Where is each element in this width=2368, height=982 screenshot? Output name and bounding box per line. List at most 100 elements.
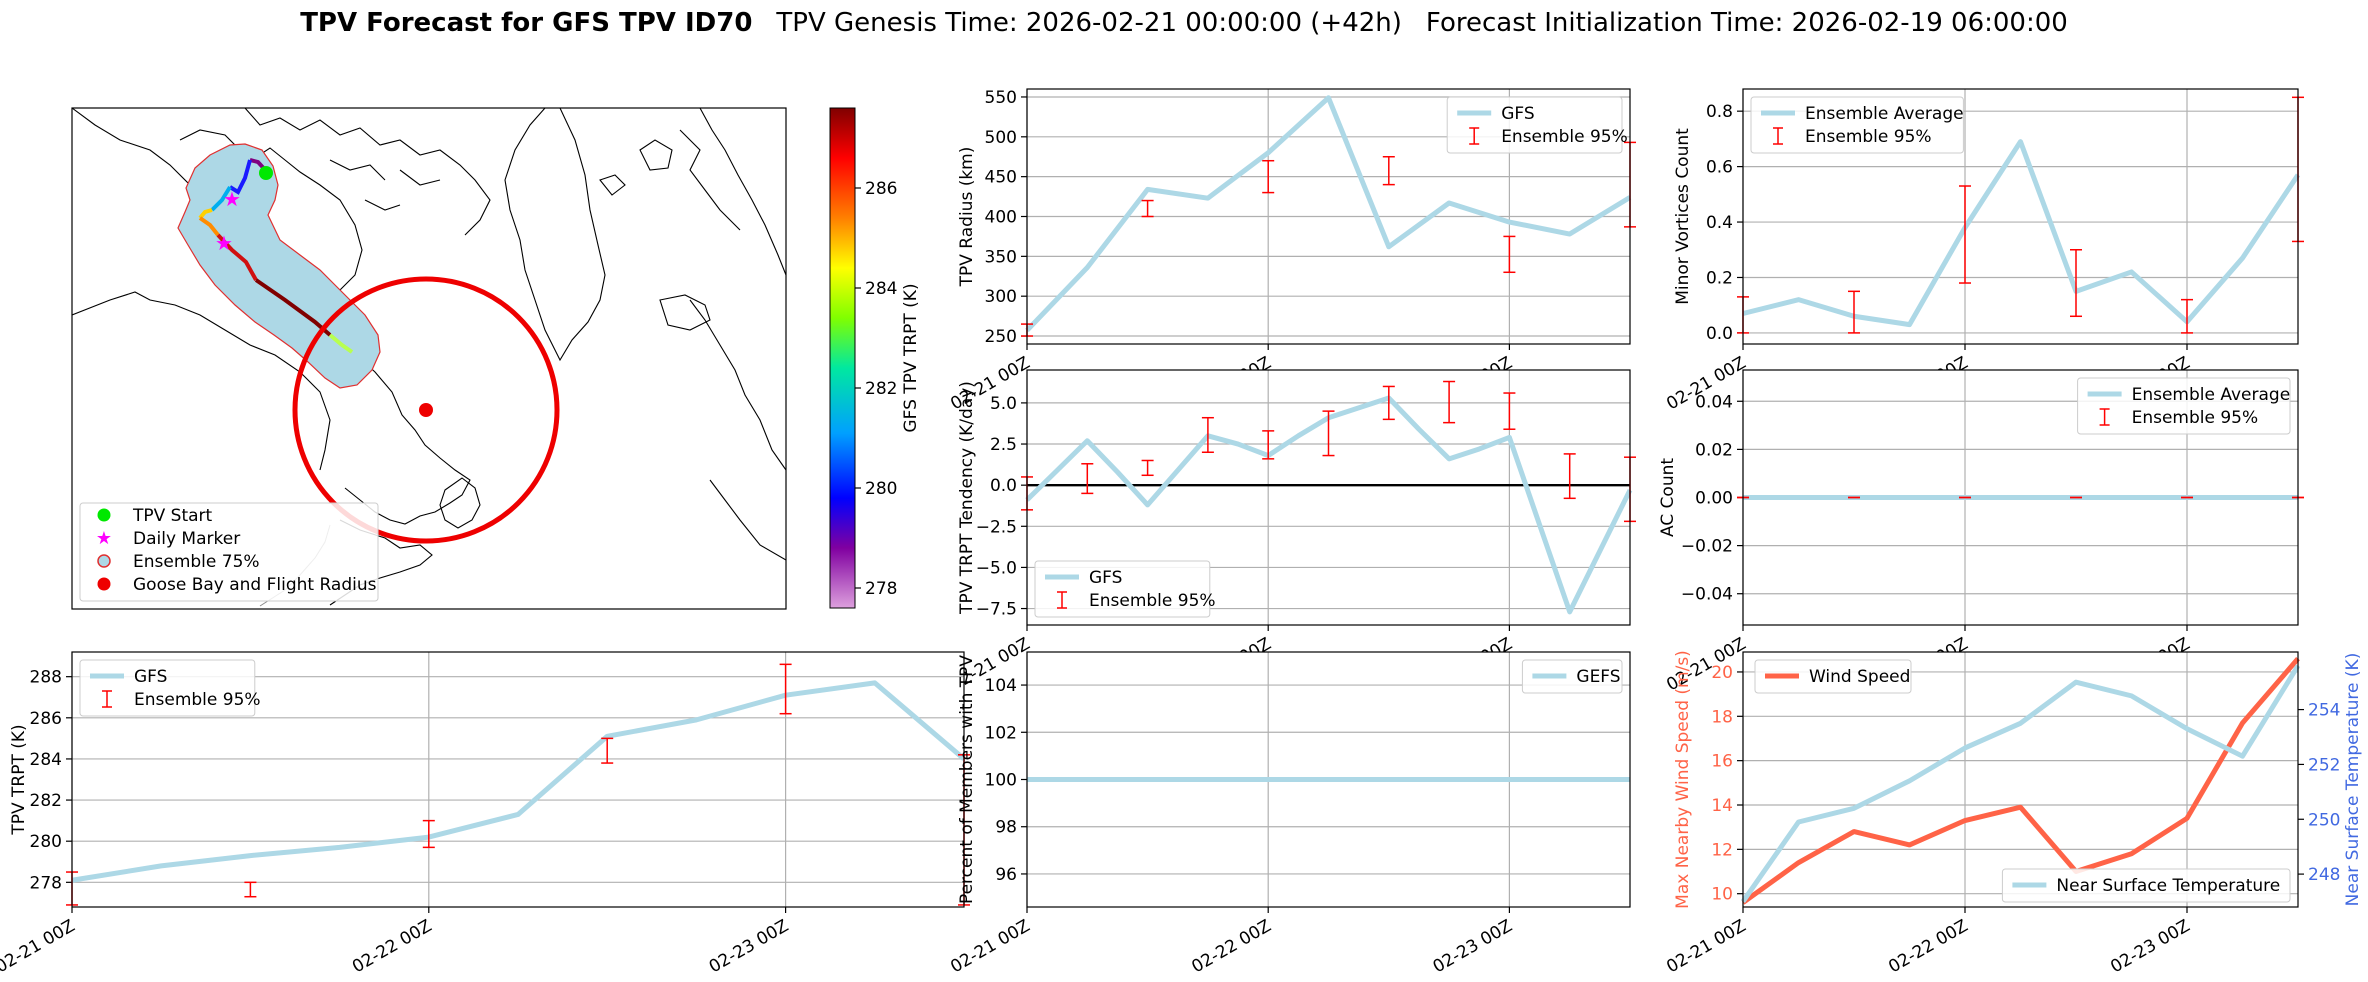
- colorbar-tick-label: 284: [865, 279, 897, 299]
- colorbar-tick-label: 282: [865, 379, 897, 399]
- y-tick-label: 104: [985, 676, 1017, 696]
- y-tick-label: 286: [30, 709, 62, 729]
- plot-area: [1743, 652, 2298, 907]
- legend-label: Ensemble 95%: [2132, 408, 2259, 428]
- goose-bay-marker: [419, 403, 433, 417]
- y-axis-label: Max Nearby Wind Speed (m/s): [1673, 650, 1693, 909]
- plot-frame: [1026, 369, 1631, 626]
- y-tick-label: 0.8: [1706, 102, 1733, 122]
- error-bar: [1322, 410, 1335, 457]
- coastline-svalbard: [599, 139, 673, 196]
- legend-box: [1521, 659, 1623, 694]
- error-bar: [1081, 463, 1094, 495]
- error-bar: [1443, 380, 1456, 424]
- y-tick-label: 0.0: [1706, 324, 1733, 344]
- legend-label: Ensemble 95%: [1805, 127, 1932, 147]
- legend-label: Ensemble 95%: [134, 690, 261, 710]
- y-tick-label: 550: [985, 88, 1017, 108]
- legend-box: [1750, 96, 1964, 154]
- legend: GFS Ensemble 95%: [1034, 560, 1216, 618]
- map-panel: ★ ★ TPV Start ★ Daily Marker Ensemble 75…: [71, 107, 921, 610]
- error-bar: [1262, 159, 1275, 194]
- y-tick-label: 12: [1711, 840, 1733, 860]
- ensemble-75-area: [177, 143, 381, 389]
- y-tick-label: −0.04: [1681, 585, 1733, 605]
- daily-marker: ★: [215, 231, 233, 255]
- map-legend-box: [79, 502, 379, 602]
- legend: Near Surface Temperature: [2001, 868, 2291, 903]
- y-tick-label: −7.5: [976, 600, 1017, 620]
- y-tick-label: −0.02: [1681, 537, 1733, 557]
- error-bar: [1141, 459, 1154, 477]
- legend-label: Ensemble Average: [2132, 385, 2291, 405]
- legend-goose-bay: Goose Bay and Flight Radius: [133, 575, 377, 595]
- legend: Wind Speed: [1754, 659, 1912, 694]
- x-tick-label: 02-22 00Z: [1885, 916, 1971, 977]
- error-bar: [2181, 298, 2193, 334]
- y-tick-label: 18: [1711, 707, 1733, 727]
- map-frame: [71, 107, 787, 610]
- colorbar: 278 280 282 284 286 GFS TPV TRPT (K): [829, 107, 921, 609]
- plot-frame: [1026, 88, 1631, 345]
- figure-title: TPV Forecast for GFS TPV ID70 TPV Genesis…: [300, 8, 2068, 38]
- coastline-labrador: [339, 328, 471, 525]
- x-tick-label: 02-22 00Z: [349, 916, 435, 977]
- error-bar: [1563, 453, 1576, 500]
- y-axis-label: Percent of Members with TPV: [957, 655, 977, 904]
- x-tick-label: 02-23 00Z: [2107, 916, 2193, 977]
- y-tick-label: −5.0: [976, 558, 1017, 578]
- plot-frame: [1026, 651, 1631, 908]
- x-tick-label: 02-21 00Z: [947, 916, 1033, 977]
- legend: GFS Ensemble 95%: [79, 659, 261, 717]
- error-bar: [1503, 235, 1516, 274]
- legend-ensemble-75: Ensemble 75%: [133, 552, 260, 572]
- y-tick-label: 0.4: [1706, 213, 1733, 233]
- y-axis-label: AC Count: [1658, 458, 1678, 537]
- plot-frame: [1742, 651, 2299, 908]
- y-tick-label: 284: [30, 750, 62, 770]
- error-bar: [1848, 290, 1860, 334]
- colorbar-tick-label: 280: [865, 479, 897, 499]
- legend-tpv-start-icon: [97, 508, 111, 522]
- x-tick-label: 02-23 00Z: [706, 916, 792, 977]
- plot-frame: [1742, 88, 2299, 345]
- y-tick-label: −2.5: [976, 517, 1017, 537]
- legend-label: Ensemble 95%: [1089, 591, 1216, 611]
- y-tick-label: 450: [985, 168, 1017, 188]
- y-axis-label: Minor Vortices Count: [1673, 128, 1693, 305]
- legend: Ensemble Average Ensemble 95%: [2077, 377, 2291, 435]
- legend-label: Wind Speed: [1809, 667, 1910, 687]
- y-tick-label: 0.6: [1706, 158, 1733, 178]
- legend: Ensemble Average Ensemble 95%: [1750, 96, 1964, 154]
- y-tick-label: 0.00: [1695, 489, 1733, 509]
- colorbar-gradient: [829, 107, 856, 609]
- legend-label: GFS: [1089, 568, 1122, 588]
- x-tick-label: 02-22 00Z: [1188, 916, 1274, 977]
- plot-frame: [71, 651, 965, 908]
- error-bar: [1959, 185, 1971, 284]
- legend-label: Ensemble Average: [1805, 104, 1964, 124]
- y-tick-label: 2.5: [990, 435, 1017, 455]
- error-bar: [1141, 199, 1154, 218]
- y-tick-label: 350: [985, 247, 1017, 267]
- coastline-greenland: [504, 108, 606, 362]
- coastline-europe: [679, 108, 786, 561]
- series-line: [71, 680, 966, 883]
- y-tick-label: 250: [985, 327, 1017, 347]
- legend: GEFS: [1521, 659, 1623, 694]
- error-bar: [422, 819, 435, 849]
- map-legend: TPV Start ★ Daily Marker Ensemble 75% Go…: [79, 502, 379, 602]
- y-tick-label: 5.0: [990, 394, 1017, 414]
- title-genesis: TPV Genesis Time: 2026-02-21 00:00:00 (+…: [775, 8, 1402, 38]
- error-bar: [1382, 385, 1395, 421]
- goose-bay-flight-radius: [292, 276, 560, 544]
- chart-wind-temperature: 02-21 00Z 02-22 00Z 02-23 00Z 10 12 14 16 18 20 M…: [1663, 650, 2363, 977]
- y-tick-label: 0.02: [1695, 440, 1733, 460]
- chart-percent-members: 02-21 00Z 02-22 00Z 02-23 00Z 96 98 100 102 104…: [947, 651, 1631, 977]
- y-tick-label: 96: [995, 865, 1017, 885]
- tpv-track-segment-8: [328, 333, 354, 354]
- legend-box: [2001, 868, 2291, 903]
- error-bar: [244, 881, 257, 898]
- y-tick-label: 280: [30, 832, 62, 852]
